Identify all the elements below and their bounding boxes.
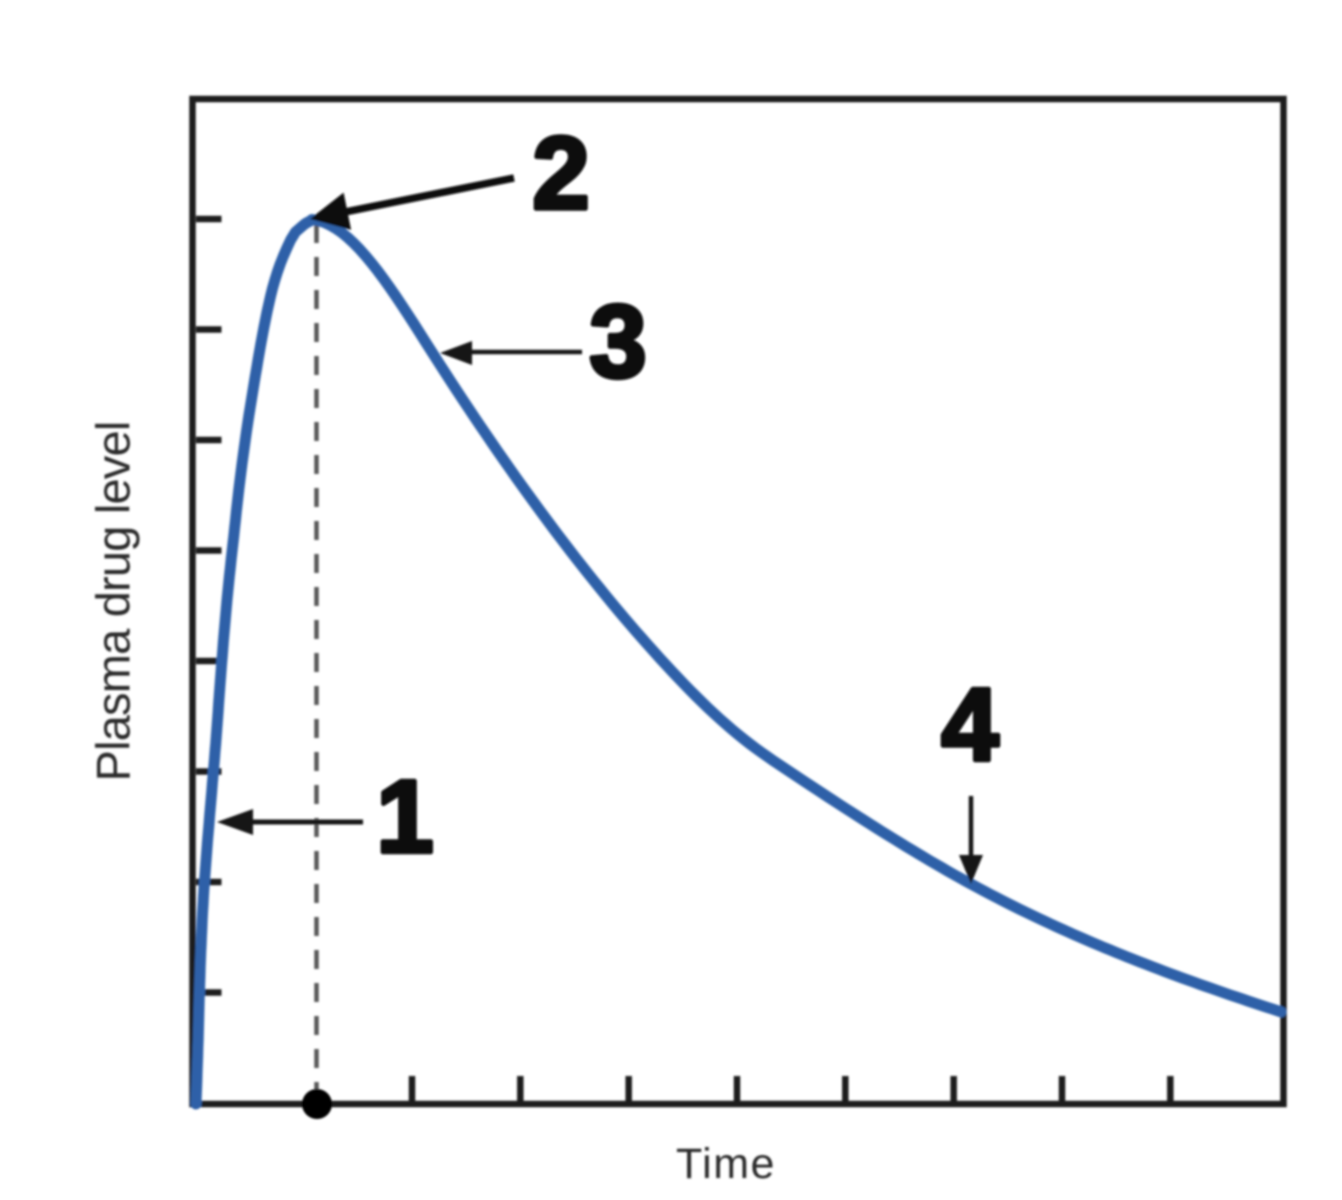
- svg-text:2: 2: [532, 116, 589, 231]
- svg-text:1: 1: [376, 759, 433, 874]
- svg-text:Plasma drug level: Plasma drug level: [87, 422, 140, 782]
- svg-text:Time: Time: [676, 1140, 776, 1188]
- svg-text:3: 3: [589, 284, 646, 399]
- svg-text:4: 4: [941, 667, 998, 782]
